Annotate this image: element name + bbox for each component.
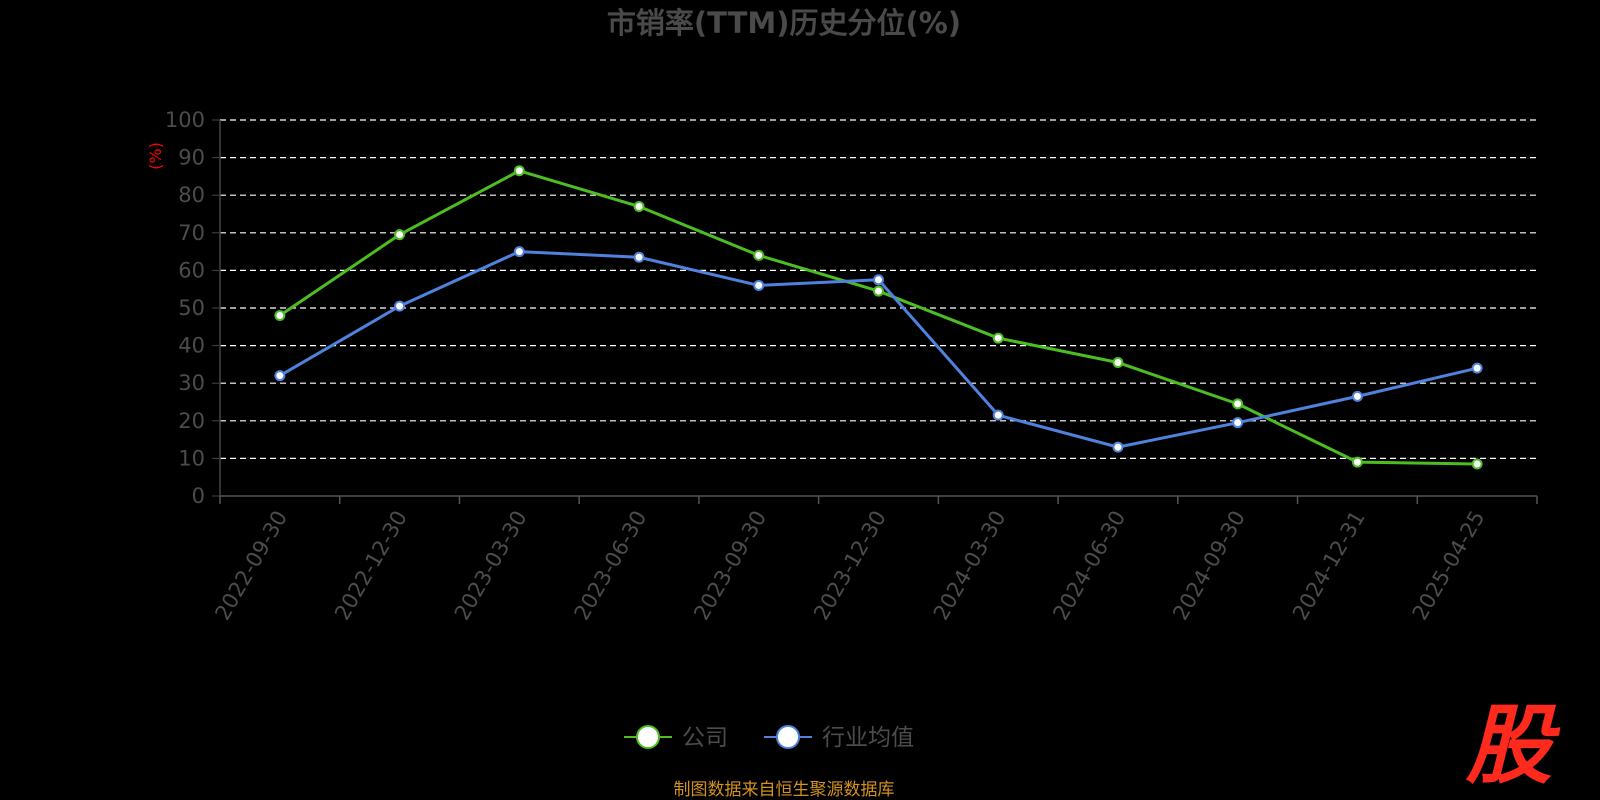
y-tick-label: 100 bbox=[165, 108, 205, 132]
x-tick-label: 2023-03-30 bbox=[450, 507, 532, 625]
legend-item[interactable]: 公司 bbox=[624, 725, 728, 751]
legend-label: 行业均值 bbox=[822, 725, 914, 751]
data-point[interactable] bbox=[274, 370, 286, 382]
x-tick-label: 2023-06-30 bbox=[570, 507, 652, 625]
data-point[interactable] bbox=[1351, 390, 1363, 402]
y-tick-label: 80 bbox=[178, 183, 205, 207]
x-tick-label: 2024-06-30 bbox=[1048, 507, 1130, 625]
x-tick-label: 2024-03-30 bbox=[929, 507, 1011, 625]
data-point[interactable] bbox=[394, 229, 406, 241]
data-point[interactable] bbox=[274, 310, 286, 322]
y-tick-label: 0 bbox=[192, 484, 205, 508]
data-point[interactable] bbox=[753, 279, 765, 291]
x-tick-label: 2022-09-30 bbox=[210, 507, 292, 625]
legend[interactable]: 公司 行业均值 bbox=[624, 725, 914, 751]
x-tick-label: 2022-12-30 bbox=[330, 507, 412, 625]
data-source-note: 制图数据来自恒生聚源数据库 bbox=[674, 780, 895, 800]
y-tick-label: 40 bbox=[178, 334, 205, 358]
data-point[interactable] bbox=[513, 165, 525, 177]
x-tick-label: 2023-09-30 bbox=[689, 507, 771, 625]
data-point[interactable] bbox=[1471, 458, 1483, 470]
data-point[interactable] bbox=[394, 300, 406, 312]
data-point[interactable] bbox=[1232, 417, 1244, 429]
x-tick-label: 2024-09-30 bbox=[1168, 507, 1250, 625]
legend-label: 公司 bbox=[682, 725, 728, 751]
data-point[interactable] bbox=[1351, 456, 1363, 468]
y-tick-label: 90 bbox=[178, 146, 205, 170]
data-point[interactable] bbox=[1112, 357, 1124, 369]
x-tick-label: 2023-12-30 bbox=[809, 507, 891, 625]
data-point[interactable] bbox=[513, 246, 525, 258]
y-axis-unit: (%) bbox=[146, 142, 165, 170]
data-point[interactable] bbox=[1112, 441, 1124, 453]
legend-item[interactable]: 行业均值 bbox=[764, 725, 914, 751]
y-tick-label: 50 bbox=[178, 296, 205, 320]
x-tick-label: 2024-12-31 bbox=[1288, 507, 1370, 625]
x-tick-label: 2025-04-25 bbox=[1408, 507, 1490, 625]
data-point[interactable] bbox=[873, 274, 884, 286]
data-point[interactable] bbox=[633, 200, 645, 212]
data-point[interactable] bbox=[992, 332, 1004, 344]
data-point[interactable] bbox=[1232, 398, 1244, 410]
data-point[interactable] bbox=[753, 249, 765, 261]
y-tick-label: 20 bbox=[178, 409, 205, 433]
y-tick-label: 30 bbox=[178, 371, 205, 395]
data-point[interactable] bbox=[992, 409, 1004, 421]
legend-marker-icon bbox=[636, 725, 660, 749]
series-line-0 bbox=[279, 169, 1478, 466]
y-tick-label: 70 bbox=[178, 221, 205, 245]
axes: 0 10 20 30 40 50 60 70 80 90 100 2022-09-30 2022-12-… bbox=[165, 108, 1538, 625]
y-tick-label: 10 bbox=[178, 446, 205, 470]
chart-title: 市销率(TTM)历史分位(%) bbox=[607, 6, 961, 40]
y-tick-label: 60 bbox=[178, 258, 205, 282]
data-point[interactable] bbox=[873, 285, 884, 297]
data-point[interactable] bbox=[633, 251, 645, 263]
brand-logo-icon: 股 bbox=[1465, 696, 1561, 796]
legend-marker-icon bbox=[776, 725, 800, 749]
data-point[interactable] bbox=[1471, 362, 1483, 374]
series-lines bbox=[274, 165, 1483, 470]
